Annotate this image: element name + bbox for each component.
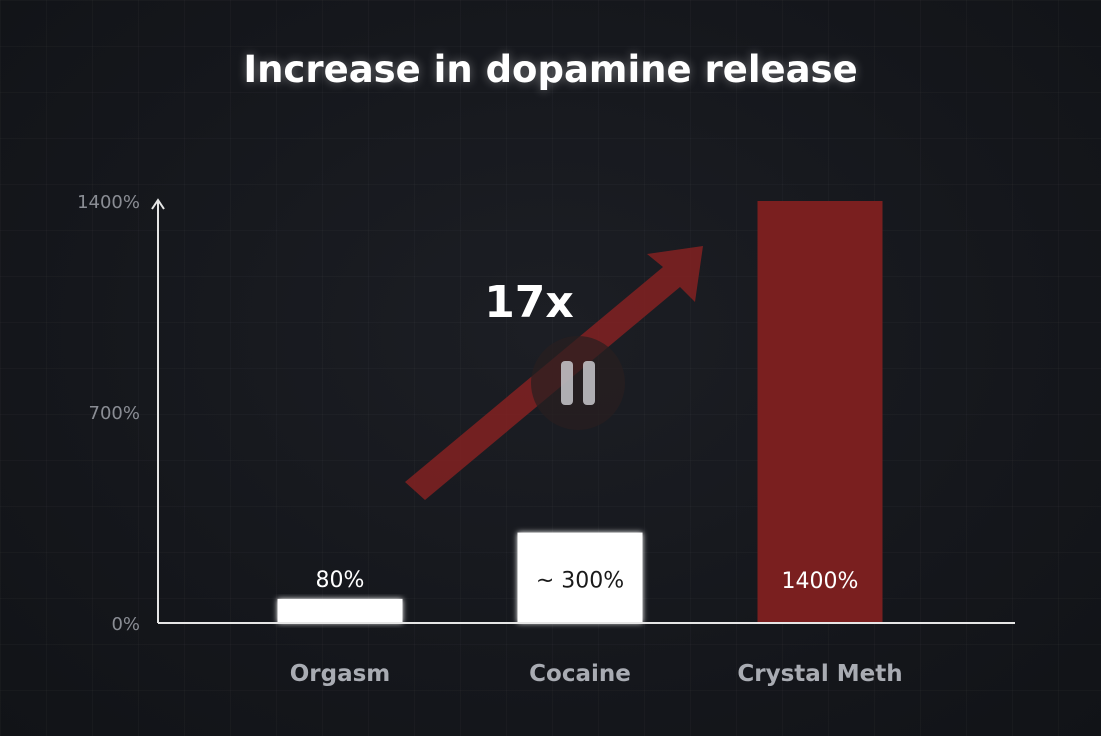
x-tick-label: Cocaine (529, 661, 631, 687)
y-tick-label: 0% (111, 614, 140, 635)
bar-crystal-meth (757, 201, 883, 623)
y-axis-arrowhead (151, 198, 165, 210)
chart-title: Increase in dopamine release (243, 48, 858, 91)
bar-value-label: 80% (316, 568, 365, 593)
bar-cocaine (517, 532, 643, 623)
annotation-multiplier: 17x (484, 277, 574, 328)
x-tick-label: Orgasm (290, 661, 391, 687)
pause-button[interactable] (531, 336, 625, 430)
bars-group (277, 201, 883, 623)
y-tick-label: 700% (89, 403, 140, 424)
x-tick-label: Crystal Meth (737, 661, 902, 687)
y-tick-label: 1400% (77, 192, 140, 213)
labels-group: 80% Orgasm ~ 300% Cocaine 1400% Crystal Meth 0… (77, 192, 903, 687)
bar-value-label: 1400% (782, 569, 859, 594)
pause-icon (561, 361, 573, 405)
bar-value-label: ~ 300% (536, 569, 624, 594)
bar-orgasm (277, 598, 403, 623)
pause-icon-bar (583, 361, 595, 405)
axes-group (151, 198, 1015, 624)
